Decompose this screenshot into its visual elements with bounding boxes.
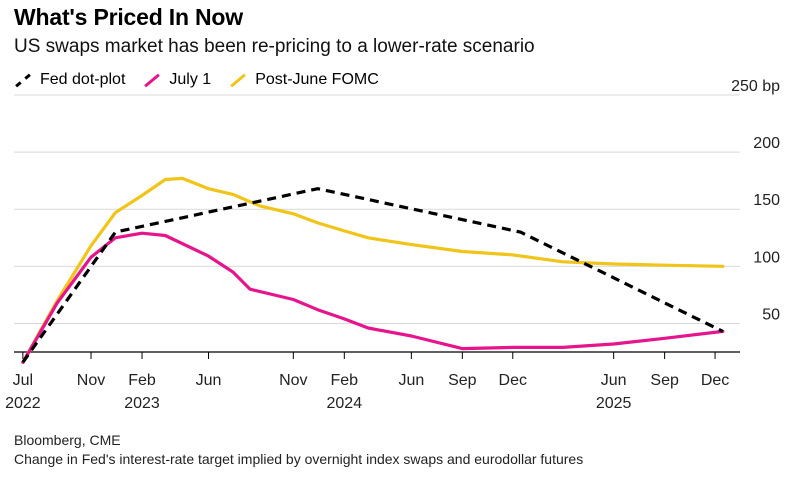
chart-subtitle: US swaps market has been re-pricing to a…: [14, 36, 535, 57]
x-tick-year-2023: 2023: [124, 395, 160, 412]
x-tick-label-sep: Sep: [448, 372, 477, 389]
y-axis-labels: 250 bp 200 150 100 50: [731, 78, 780, 323]
x-tick-year-2022: 2022: [5, 395, 41, 412]
legend-label-fed-dot-plot: Fed dot-plot: [40, 71, 126, 88]
y-tick-label-200: 200: [753, 135, 780, 152]
legend-item-post-june-fomc: Post-June FOMC: [229, 71, 379, 89]
grid-lines: [14, 94, 740, 324]
x-tick-label-jul: Jul: [13, 372, 33, 389]
y-tick-label-150: 150: [753, 192, 780, 209]
chart-legend: Fed dot-plot July 1 Post-June FOMC: [14, 71, 397, 89]
x-tick-label-nov: Nov: [77, 372, 105, 389]
x-tick-label-jun: Jun: [398, 372, 424, 389]
x-tick-label-jun: Jun: [601, 372, 627, 389]
chart-title: What's Priced In Now: [14, 4, 243, 30]
x-tick-label-jun: Jun: [196, 372, 222, 389]
x-axis: [14, 351, 740, 359]
series-line-july-1: [21, 231, 725, 364]
x-tick-year-2024: 2024: [327, 395, 363, 412]
legend-label-post-june-fomc: Post-June FOMC: [255, 71, 379, 88]
series-lines: [21, 176, 725, 364]
y-tick-label-100: 100: [753, 249, 780, 266]
x-tick-label-sep: Sep: [650, 372, 679, 389]
source-note: Bloomberg, CME: [14, 432, 121, 448]
series-line-fed-dot-plot: [21, 187, 724, 364]
y-tick-label-250: 250 bp: [731, 78, 780, 95]
x-tick-label-feb: Feb: [331, 372, 359, 389]
y-tick-label-50: 50: [762, 306, 780, 323]
x-tick-label-dec: Dec: [701, 372, 729, 389]
series-line-post-june-fomc: [21, 176, 725, 364]
footnote: Change in Fed's interest-rate target imp…: [14, 451, 584, 467]
x-tick-year-2025: 2025: [596, 395, 632, 412]
legend-item-july-1: July 1: [143, 71, 211, 89]
x-tick-label-nov: Nov: [279, 372, 307, 389]
x-tick-label-dec: Dec: [499, 372, 527, 389]
x-axis-labels: Jul 2022 Nov Feb 2023 Jun Nov Feb 2024 Jun Sep Dec J…: [5, 372, 729, 412]
legend-item-fed-dot-plot: Fed dot-plot: [14, 71, 125, 89]
legend-label-july-1: July 1: [169, 71, 212, 88]
x-tick-label-feb: Feb: [128, 372, 156, 389]
